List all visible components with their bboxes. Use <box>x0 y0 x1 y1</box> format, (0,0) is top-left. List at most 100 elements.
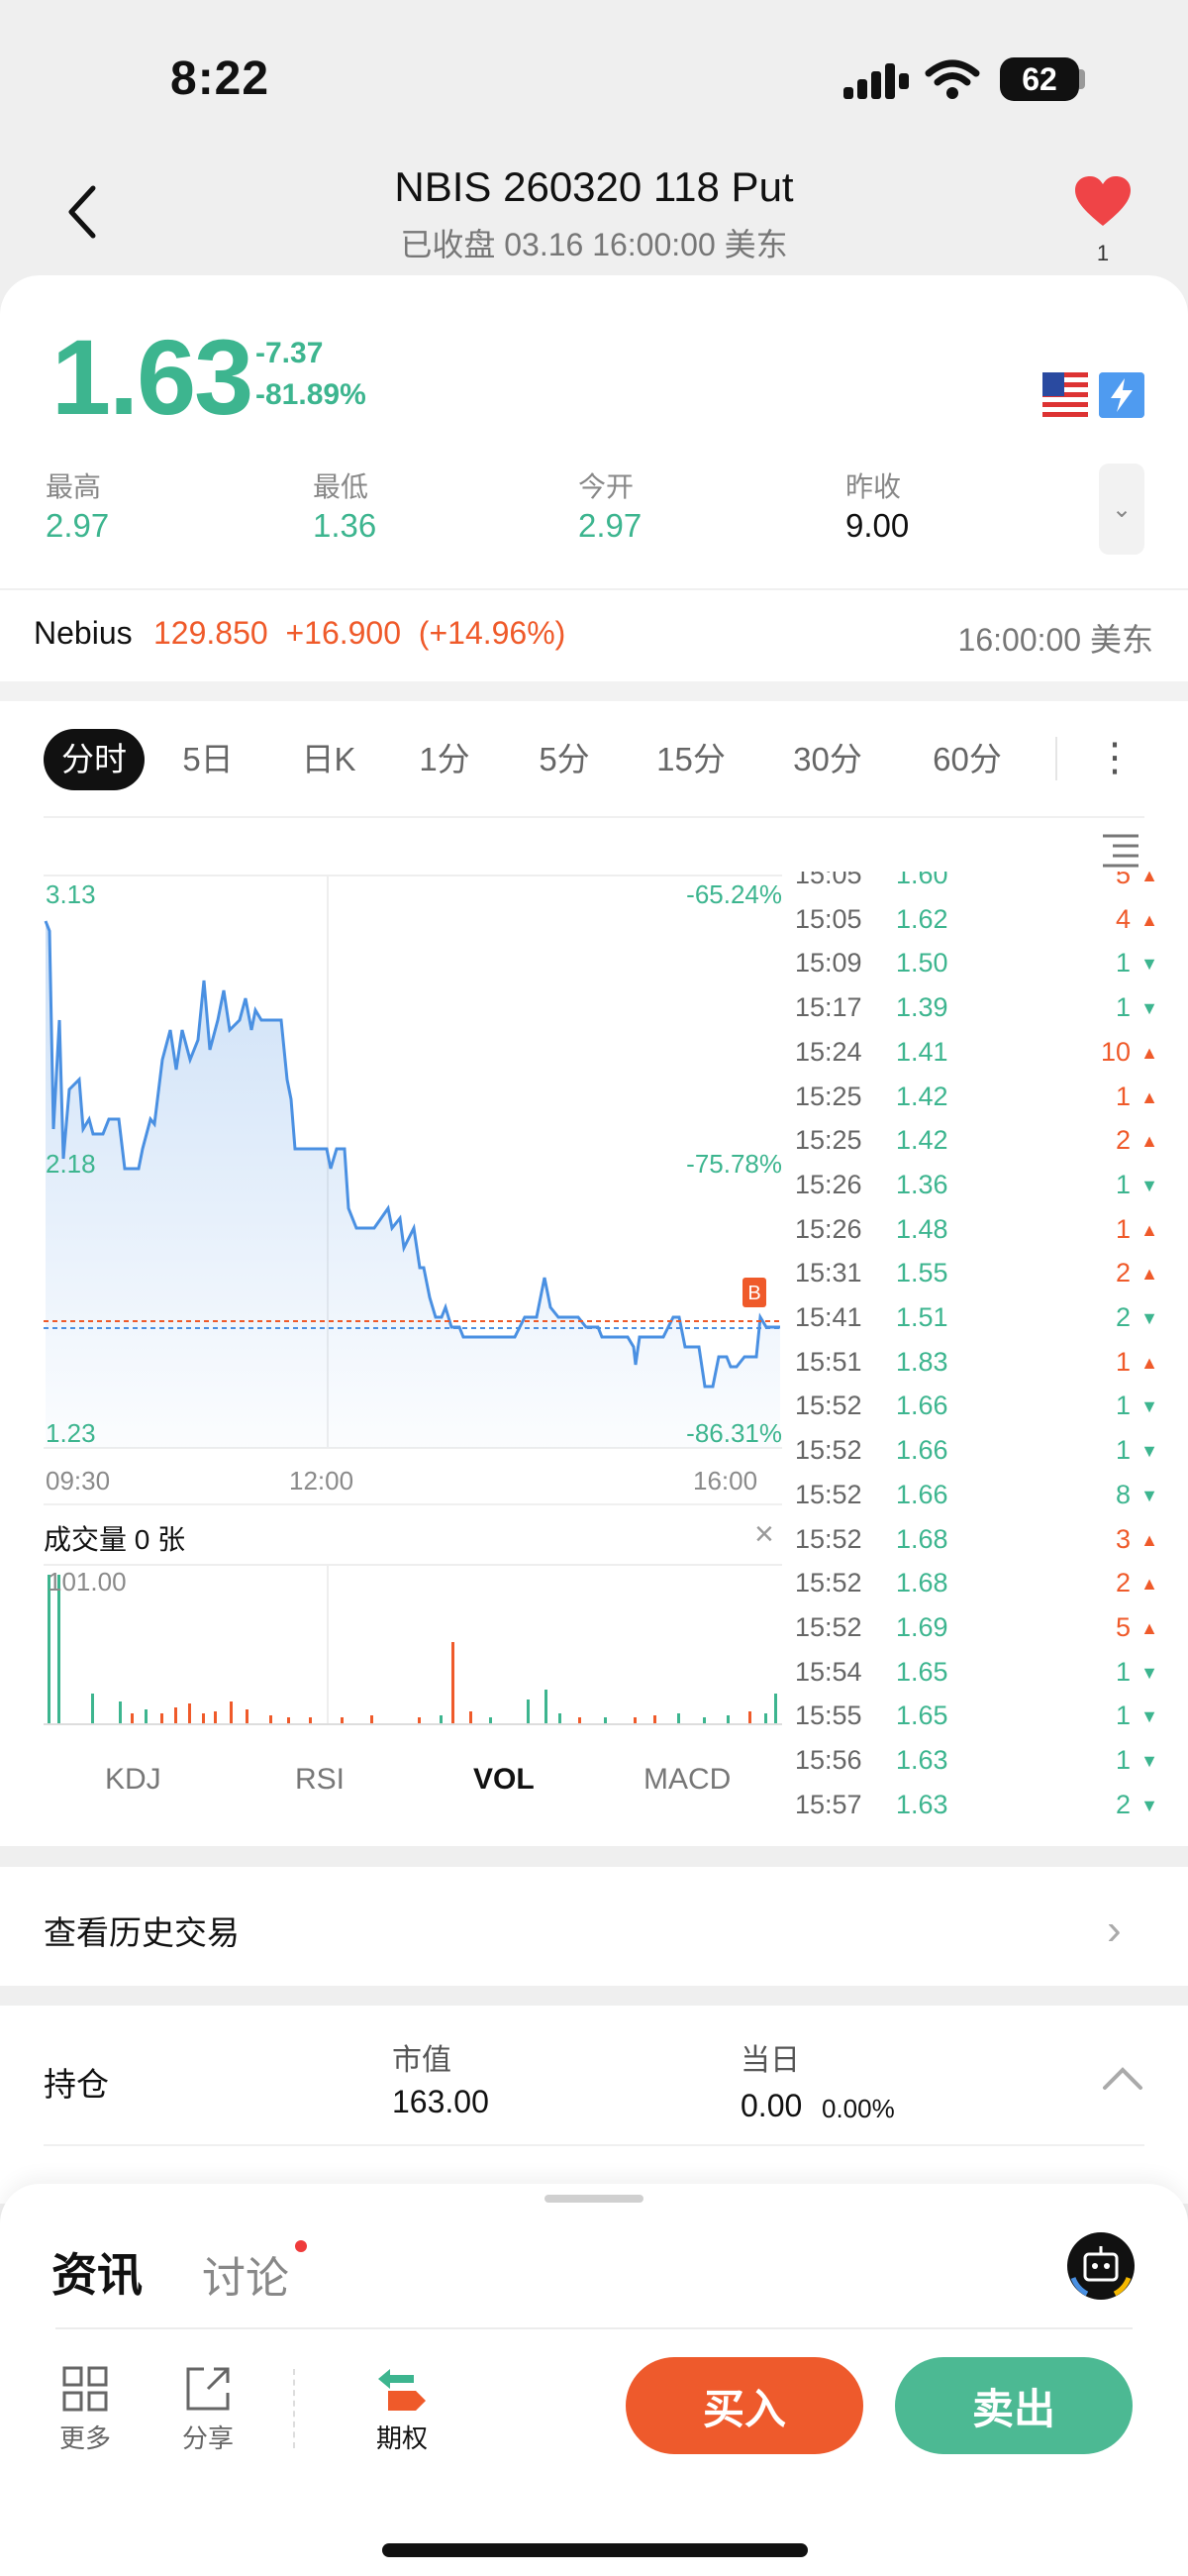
triangle-up-icon: ▲ <box>1140 1352 1158 1373</box>
tab-daily-k[interactable]: 日K <box>301 741 356 777</box>
list-toggle-icon[interactable] <box>1099 832 1142 868</box>
indicator-tab-vol[interactable]: VOL <box>473 1763 535 1796</box>
tab-1min[interactable]: 1分 <box>419 741 470 777</box>
x-label-close: 16:00 <box>693 1466 758 1495</box>
tab-5min[interactable]: 5分 <box>539 741 590 777</box>
underlying-price: 129.850 <box>153 615 268 651</box>
tab-intraday[interactable]: 分时 <box>44 729 145 790</box>
underlying-name[interactable]: Nebius <box>34 615 133 651</box>
trade-time: 15:05 <box>795 903 862 934</box>
x-label-open: 09:30 <box>46 1466 111 1495</box>
trade-time: 15:25 <box>795 1125 862 1156</box>
trade-time: 15:52 <box>795 1435 862 1466</box>
close-icon[interactable]: × <box>754 1515 774 1553</box>
trade-row: 15:52 1.69 5 ▲ <box>792 1606 1158 1650</box>
trade-time: 15:25 <box>795 1081 862 1111</box>
triangle-down-icon: ▼ <box>1140 1441 1158 1462</box>
triangle-up-icon: ▲ <box>1140 1617 1158 1638</box>
indicator-tab-kdj[interactable]: KDJ <box>105 1763 161 1796</box>
volume-bar <box>748 1711 751 1723</box>
chevron-up-icon[interactable] <box>1101 2064 1144 2092</box>
trade-volume: 1 <box>1115 1169 1131 1199</box>
expand-stats-button[interactable]: ⌄ <box>1099 464 1144 555</box>
battery-indicator: 62 <box>1000 57 1079 101</box>
buy-marker[interactable] <box>742 1278 766 1307</box>
trade-row: 15:41 1.51 2 ▼ <box>792 1296 1158 1340</box>
stat-prev-close-value: 9.00 <box>845 507 910 544</box>
trade-row: 15:05 1.62 4 ▲ <box>792 898 1158 942</box>
indicator-tab-macd[interactable]: MACD <box>644 1763 732 1796</box>
tool-separator <box>293 2369 295 2448</box>
volume-bar <box>145 1709 148 1723</box>
lightning-icon[interactable] <box>1099 372 1144 418</box>
tab-discussion[interactable]: 讨论 <box>202 2254 289 2303</box>
volume-bar <box>558 1713 561 1723</box>
triangle-up-icon: ▲ <box>1140 1042 1158 1063</box>
volume-bar <box>527 1700 530 1723</box>
intraday-price-chart[interactable]: B <box>44 872 782 1456</box>
volume-bar <box>119 1701 122 1723</box>
stat-open-value: 2.97 <box>578 507 643 544</box>
price-line <box>44 920 780 1389</box>
section-gap <box>0 681 1188 701</box>
chart-period-tabs: 分时 5日 日K 1分 5分 15分 30分 60分 <box>44 727 1036 792</box>
trade-volume: 1 <box>1115 1346 1131 1377</box>
trade-price: 1.69 <box>896 1611 948 1642</box>
sell-button[interactable]: 卖出 <box>895 2357 1133 2454</box>
tab-30min[interactable]: 30分 <box>793 741 862 777</box>
trade-price: 1.65 <box>896 1656 948 1687</box>
sheet-drag-handle[interactable] <box>544 2195 644 2203</box>
volume-bar <box>131 1713 134 1723</box>
volume-bar <box>188 1703 191 1723</box>
page-title: NBIS 260320 118 Put <box>394 163 794 210</box>
tab-60min[interactable]: 60分 <box>933 741 1002 777</box>
trade-row: 15:51 1.83 1 ▲ <box>792 1341 1158 1385</box>
trade-time: 15:52 <box>795 1523 862 1554</box>
trade-ticker-list[interactable]: 15:05 1.60 5 ▲ 15:05 1.62 4 ▲ 15:09 1.50 1 ▼ 15:17 1.… <box>792 872 1158 1817</box>
trade-price: 1.42 <box>896 1125 948 1156</box>
trade-volume: 10 <box>1100 1036 1131 1067</box>
robot-assistant-icon[interactable] <box>1067 2232 1135 2300</box>
chevron-down-icon: ⌄ <box>1111 495 1133 523</box>
volume-bar <box>489 1717 492 1723</box>
volume-bar <box>160 1713 163 1723</box>
buy-button[interactable]: 买入 <box>626 2357 863 2454</box>
home-indicator[interactable] <box>382 2543 808 2557</box>
tab-news[interactable]: 资讯 <box>51 2249 143 2301</box>
notification-dot <box>295 2240 307 2252</box>
battery-tip <box>1079 69 1085 89</box>
market-value: 163.00 <box>392 2084 489 2119</box>
trade-row: 15:05 1.60 5 ▲ <box>792 872 1158 897</box>
favorite-count: 1 <box>1096 241 1110 265</box>
tab-15min[interactable]: 15分 <box>656 741 726 777</box>
y-left-mid: 2.18 <box>46 1149 96 1179</box>
more-options-icon[interactable]: ⋮ <box>1095 736 1135 779</box>
history-trades-row[interactable] <box>0 1867 1188 1986</box>
status-time: 8:22 <box>170 52 270 105</box>
options-button[interactable]: 期权 <box>362 2365 442 2455</box>
trade-price: 1.62 <box>896 903 948 934</box>
y-right-mid: -75.78% <box>686 1149 782 1179</box>
trade-row: 15:52 1.68 2 ▲ <box>792 1562 1158 1605</box>
market-status: 已收盘 03.16 16:00:00 美东 <box>400 227 788 262</box>
back-arrow-icon[interactable] <box>63 182 103 242</box>
triangle-up-icon: ▲ <box>1140 909 1158 930</box>
trade-volume: 1 <box>1115 1081 1131 1111</box>
price-change-pct: -81.89% <box>255 378 366 411</box>
trade-volume: 2 <box>1115 1125 1131 1156</box>
more-button[interactable]: 更多 <box>46 2365 125 2455</box>
trade-volume: 1 <box>1115 1435 1131 1466</box>
trade-volume: 5 <box>1115 1611 1131 1642</box>
volume-bar <box>544 1690 547 1723</box>
trade-time: 15:26 <box>795 1213 862 1244</box>
favorite-heart-icon[interactable] <box>1073 174 1133 230</box>
trade-time: 15:51 <box>795 1346 862 1377</box>
tab-5day[interactable]: 5日 <box>182 741 234 777</box>
indicator-tab-rsi[interactable]: RSI <box>295 1763 346 1796</box>
share-button[interactable]: 分享 <box>168 2365 248 2455</box>
trade-row: 15:52 1.68 3 ▲ <box>792 1518 1158 1562</box>
volume-bar <box>677 1713 680 1723</box>
share-icon <box>186 2367 230 2411</box>
triangle-up-icon: ▲ <box>1140 872 1158 885</box>
volume-chart <box>44 1564 782 1725</box>
